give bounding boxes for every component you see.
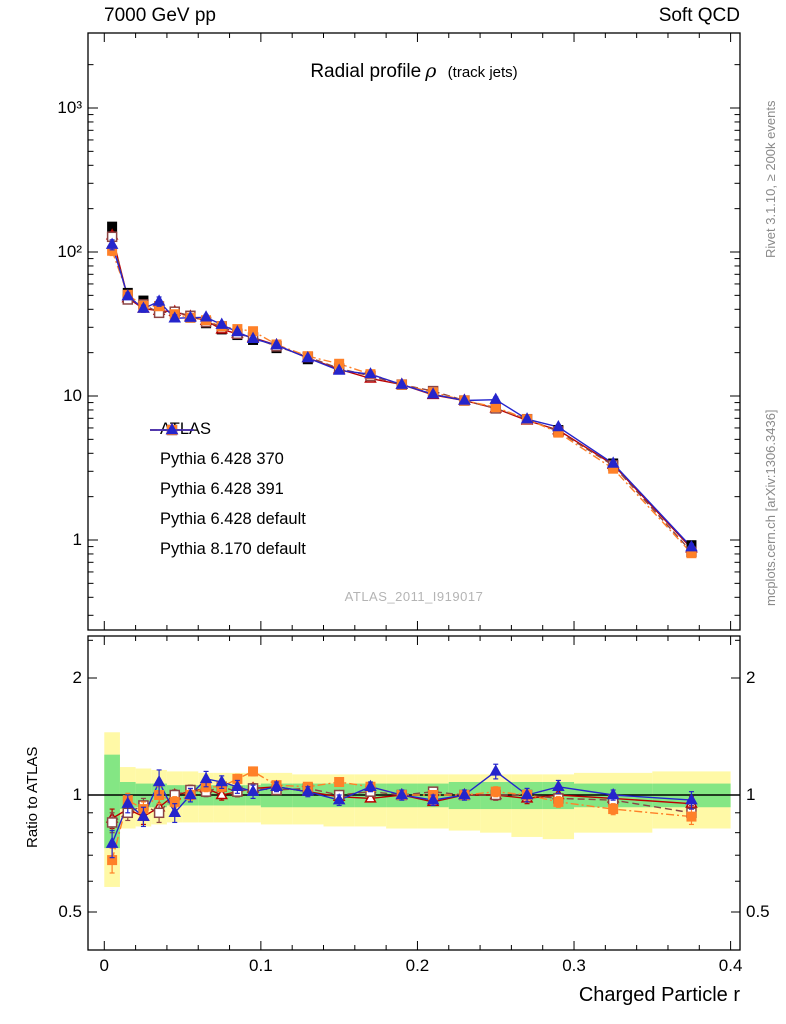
ratio-point-series-0 xyxy=(364,791,377,803)
y-tick-label-main: 10³ xyxy=(57,98,82,117)
y-tick-label-ratio-left: 1 xyxy=(72,785,82,804)
y-tick-label-ratio-left: 0.5 xyxy=(58,902,82,921)
legend-item-pythia6-370: Pythia 6.428 370 xyxy=(148,422,306,470)
data-point-series-3 xyxy=(137,301,150,313)
main-curve-2 xyxy=(111,250,693,554)
mcplots-arxiv-label: mcplots.cern.ch [arXiv:1306.3436] xyxy=(763,409,778,607)
data-point-series-3 xyxy=(231,324,244,337)
ratio-point-series-3 xyxy=(121,796,135,808)
ratio-point-series-3 xyxy=(246,784,260,796)
ratio-point-series-3 xyxy=(364,779,377,792)
ratio-point-series-3 xyxy=(489,764,503,776)
title-subtext: (track jets) xyxy=(447,64,518,81)
legend-label: Pythia 6.428 391 xyxy=(160,480,284,498)
ratio-point-series-2 xyxy=(334,777,345,788)
y-tick-label-ratio-right: 2 xyxy=(746,667,756,687)
ratio-point-series-3 xyxy=(301,784,315,796)
x-axis-label: Charged Particle r xyxy=(578,984,740,1006)
rivet-version-label: Rivet 3.1.10, ≥ 200k events xyxy=(763,100,778,258)
data-point-series-3 xyxy=(458,393,471,405)
title-text: Radial profile xyxy=(310,61,422,82)
ratio-curve-3 xyxy=(111,770,692,844)
legend-item-pythia8-default: Pythia 8.170 default xyxy=(148,422,306,560)
data-point-series-3 xyxy=(152,294,166,306)
ratio-point-series-3 xyxy=(168,805,182,818)
ratio-point-series-3 xyxy=(137,809,150,821)
ratio-point-series-0 xyxy=(215,787,228,800)
data-point-series-3 xyxy=(426,387,440,399)
x-tick-label: 0.3 xyxy=(562,956,586,975)
legend-label: Pythia 8.170 default xyxy=(160,540,306,558)
title-symbol: ρ xyxy=(425,60,437,82)
data-point-series-3 xyxy=(332,363,346,375)
data-point-series-3 xyxy=(246,331,260,343)
legend-marker xyxy=(165,422,179,435)
data-point-series-3 xyxy=(685,540,698,552)
data-point-series-2 xyxy=(490,402,501,413)
y-tick-label-ratio-left: 2 xyxy=(72,667,82,687)
y-tick-label-main: 1 xyxy=(72,530,82,549)
x-tick-label: 0 xyxy=(99,956,110,975)
data-point-series-3 xyxy=(199,310,213,322)
legend-sample-svg xyxy=(150,422,194,435)
y-tick-label-main: 10 xyxy=(63,386,82,405)
data-point-series-3 xyxy=(121,289,135,301)
ratio-point-series-3 xyxy=(231,779,244,792)
data-point-series-3 xyxy=(489,392,503,404)
ratio-point-series-3 xyxy=(199,771,213,784)
data-point-series-3 xyxy=(184,310,197,322)
legend-item-pythia6-391: Pythia 6.428 391 xyxy=(148,424,306,500)
data-point-series-3 xyxy=(395,377,409,389)
data-point-series-3 xyxy=(552,419,565,432)
data-point-series-3 xyxy=(270,338,283,350)
ratio-point-series-2 xyxy=(490,786,501,797)
analysis-id-watermark: ATLAS_2011_I919017 xyxy=(344,589,484,604)
y-tick-label-main: 10² xyxy=(57,242,82,261)
legend-label: Pythia 6.428 370 xyxy=(160,450,284,468)
ratio-point-series-2 xyxy=(686,811,697,822)
ratio-point-series-3 xyxy=(426,793,440,805)
ratio-point-series-3 xyxy=(395,787,409,800)
main-curve-3 xyxy=(111,244,693,548)
ratio-point-series-2 xyxy=(608,804,619,815)
y-tick-label-ratio-right: 1 xyxy=(746,785,756,804)
data-point-series-3 xyxy=(301,350,315,363)
x-tick-label: 0.1 xyxy=(249,956,273,975)
ratio-point-series-1 xyxy=(153,807,165,819)
data-point-series-3 xyxy=(520,412,534,424)
ratio-point-series-3 xyxy=(270,779,283,792)
ratio-point-series-2 xyxy=(553,796,564,807)
ratio-point-series-3 xyxy=(520,787,534,800)
process-group-label: Soft QCD xyxy=(658,5,740,26)
data-point-series-3 xyxy=(168,311,182,323)
data-point-series-3 xyxy=(364,367,377,379)
ratio-point-series-3 xyxy=(606,787,620,800)
ratio-point-series-1 xyxy=(106,817,118,828)
ratio-point-series-3 xyxy=(332,793,346,805)
data-point-series-3 xyxy=(215,317,228,329)
ratio-point-series-3 xyxy=(215,774,228,787)
ratio-point-series-3 xyxy=(105,836,119,848)
legend-item-pythia6-default: Pythia 6.428 default xyxy=(148,425,306,530)
main-panel-frame xyxy=(87,32,741,631)
plot-title: Radial profile ρ (track jets) xyxy=(88,60,740,83)
y-tick-label-ratio-right: 0.5 xyxy=(746,902,770,921)
ratio-point-series-3 xyxy=(458,787,471,800)
legend-label: Pythia 6.428 default xyxy=(160,510,306,528)
beam-energy-label: 7000 GeV pp xyxy=(104,5,216,26)
ratio-point-series-3 xyxy=(685,793,698,805)
x-tick-label: 0.2 xyxy=(405,956,430,975)
data-point-series-3 xyxy=(606,456,620,468)
ratio-panel-frame xyxy=(87,635,741,951)
legend: ATLAS Pythia 6.428 370 Pythia 6.428 391 … xyxy=(148,419,306,569)
ratio-point-series-2 xyxy=(248,766,259,777)
ratio-point-series-3 xyxy=(152,774,166,787)
data-point-series-3 xyxy=(105,237,119,249)
x-tick-label: 0.4 xyxy=(718,956,743,975)
ratio-point-series-3 xyxy=(184,787,197,800)
ratio-point-series-3 xyxy=(552,779,565,792)
ratio-curve-2 xyxy=(111,770,692,861)
